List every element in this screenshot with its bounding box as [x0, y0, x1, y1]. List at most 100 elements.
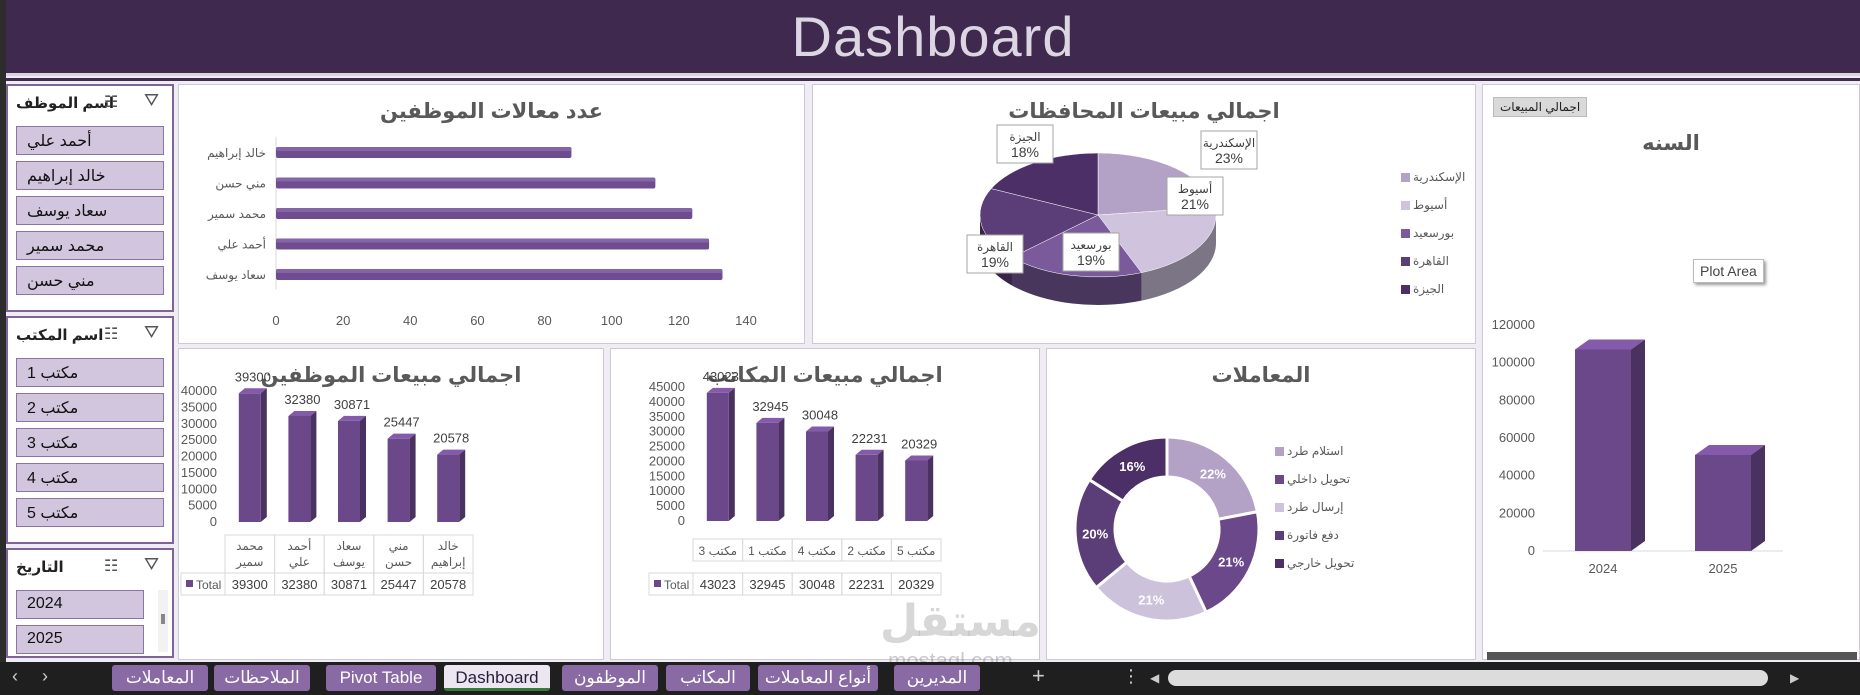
- slicer-scrollbar[interactable]: [158, 590, 168, 652]
- header-divider: [6, 78, 1860, 81]
- slicer-item[interactable]: 2024: [16, 590, 144, 619]
- y-tick-label: 15000: [649, 468, 685, 483]
- sheet-tab[interactable]: المعاملات: [112, 665, 208, 691]
- data-label: 32945: [752, 399, 788, 414]
- slicer-item[interactable]: محمد سمير: [16, 231, 164, 260]
- clear-filter-icon[interactable]: ⛛: [144, 554, 160, 574]
- slicer-item[interactable]: مكتب 3: [16, 428, 164, 457]
- chart-employee-count[interactable]: عدد معالات الموظفين 0 20 40 60 80 100 120 140 سع…: [178, 84, 805, 344]
- clear-filter-icon[interactable]: ⛛: [144, 322, 160, 342]
- sheet-tab[interactable]: أنواع المعاملات: [758, 665, 878, 691]
- y-tick-label: 25000: [649, 439, 685, 454]
- legend-swatch: [1275, 503, 1284, 512]
- bar: [238, 393, 261, 522]
- hscroll-left-icon[interactable]: ◀: [1150, 671, 1160, 685]
- sheet-tab[interactable]: Pivot Table: [326, 665, 436, 691]
- chart-year[interactable]: اجمالي المبيعات السنه Plot Area 0 20000 40…: [1482, 84, 1860, 660]
- horizontal-scrollbar[interactable]: [1168, 670, 1768, 686]
- chart-governorate-sales[interactable]: اجمالي مبيعات المحافظات الإسكندرية 23% أسي…: [812, 84, 1476, 344]
- data-label: 43023: [703, 369, 739, 384]
- table-value: 30871: [331, 577, 367, 592]
- multi-select-icon[interactable]: ☷: [104, 326, 119, 343]
- table-category: أحمد: [287, 538, 311, 553]
- slicer-item[interactable]: خالد إبراهيم: [16, 161, 164, 190]
- scroll-thumb[interactable]: [161, 614, 165, 624]
- slicer-item[interactable]: أحمد علي: [16, 126, 164, 155]
- chart-employee-sales[interactable]: اجمالي مبيعات الموظفين 0 5000 10000 15000 20…: [178, 348, 604, 660]
- chart-governorate-sales-svg: الإسكندرية23%أسيوط21%بورسعيد19%القاهرة19…: [966, 124, 1465, 305]
- legend-label: استلام طرد: [1287, 444, 1343, 459]
- bar-side: [778, 417, 785, 521]
- scroll-right-icon[interactable]: ›: [42, 666, 48, 686]
- slicer-item[interactable]: مني حسن: [16, 266, 164, 295]
- x-tick-label: 0: [272, 313, 279, 328]
- table-category: سمير: [235, 555, 263, 570]
- data-label: 21%: [1138, 592, 1164, 607]
- data-label: 16%: [1119, 459, 1145, 474]
- hscroll-right-icon[interactable]: ▶: [1790, 671, 1800, 685]
- y-tick-label: 35000: [649, 409, 685, 424]
- sheet-tab[interactable]: المكاتب: [666, 665, 750, 691]
- multi-select-icon[interactable]: ☷: [104, 558, 119, 575]
- slicer-title: التاريخ: [16, 559, 64, 576]
- donut-slice: [1087, 435, 1169, 504]
- bar: [288, 415, 311, 522]
- sheet-tab[interactable]: الملاحظات: [214, 665, 310, 691]
- bar-top: [1575, 339, 1645, 350]
- table-legend-key: [654, 580, 661, 587]
- slicer-date[interactable]: التاريخ ☷ ⛛ 2024 2025: [6, 548, 174, 658]
- y-tick-label: مني حسن: [215, 177, 266, 192]
- plot-area-tooltip: Plot Area: [1693, 259, 1764, 283]
- scroll-left-icon[interactable]: ‹: [12, 666, 18, 686]
- y-tick-label: 100000: [1492, 355, 1535, 370]
- legend-swatch: [1401, 285, 1410, 294]
- slicer-item[interactable]: مكتب 1: [16, 358, 164, 387]
- more-options-icon[interactable]: ⋮: [1122, 666, 1140, 686]
- data-label-category: أسيوط: [1178, 181, 1212, 197]
- slicer-item[interactable]: مكتب 2: [16, 393, 164, 422]
- y-tick-label: 30000: [649, 424, 685, 439]
- slicer-office[interactable]: اسم المكتب ☷ ⛛ مكتب 1 مكتب 2 مكتب 3 مكتب 4 مكتب…: [6, 316, 174, 544]
- sheet-tab[interactable]: الموظفون: [562, 665, 658, 691]
- table-category: خالد: [438, 539, 459, 553]
- slicer-item[interactable]: مكتب 4: [16, 463, 164, 492]
- slicer-item[interactable]: مكتب 5: [16, 498, 164, 527]
- table-category: مكتب 3: [699, 544, 737, 558]
- slicer-item[interactable]: 2025: [16, 625, 144, 654]
- bar: [905, 460, 928, 521]
- bar: [387, 438, 410, 522]
- table-value: 30048: [799, 577, 835, 592]
- x-tick-label: 80: [537, 313, 551, 328]
- chart-title: اجمالي مبيعات المكاتب: [707, 364, 943, 387]
- dashboard-title: Dashboard: [791, 5, 1075, 68]
- clear-filter-icon[interactable]: ⛛: [144, 90, 160, 110]
- dashboard-header: Dashboard: [6, 0, 1860, 76]
- sheet-tab[interactable]: المديرين: [894, 665, 980, 691]
- slicer-item[interactable]: سعاد يوسف: [16, 196, 164, 225]
- y-tick-label: أحمد علي: [218, 237, 266, 252]
- y-tick-label: خالد إبراهيم: [207, 146, 266, 161]
- table-cell: [422, 572, 474, 596]
- sheet-tab[interactable]: Dashboard: [444, 665, 550, 691]
- y-tick-label: 40000: [649, 394, 685, 409]
- data-label: 39300: [235, 369, 271, 384]
- data-label: 21%: [1218, 555, 1244, 570]
- bar-side: [828, 426, 834, 521]
- y-tick-label: 60000: [1499, 430, 1535, 445]
- chart-office-sales[interactable]: اجمالي مبيعات المكاتب 0 5000 10000 15000 200…: [610, 348, 1040, 660]
- y-tick-label: 5000: [188, 498, 217, 513]
- table-category: مني: [389, 539, 409, 553]
- table-cell: [180, 572, 226, 596]
- legend-label: القاهرة: [1413, 254, 1449, 269]
- bar-top: [238, 388, 267, 394]
- chart-transactions[interactable]: المعاملات 22% 21% 21% 20% 16% استلام طرد تحويل…: [1046, 348, 1476, 660]
- data-label: 22%: [1200, 467, 1226, 482]
- total-sales-field-button[interactable]: اجمالي المبيعات: [1493, 97, 1588, 117]
- chart-title: اجمالي مبيعات المحافظات: [1008, 100, 1280, 123]
- bar-top: [387, 433, 416, 439]
- multi-select-icon[interactable]: ☷: [104, 94, 119, 111]
- add-sheet-icon[interactable]: +: [1032, 663, 1045, 688]
- bar-top: [905, 455, 934, 461]
- table-category: علي: [289, 555, 310, 569]
- slicer-employee[interactable]: اسم الموظف ☷ ⛛ أحمد علي خالد إبراهيم سعاد يوس…: [6, 84, 174, 312]
